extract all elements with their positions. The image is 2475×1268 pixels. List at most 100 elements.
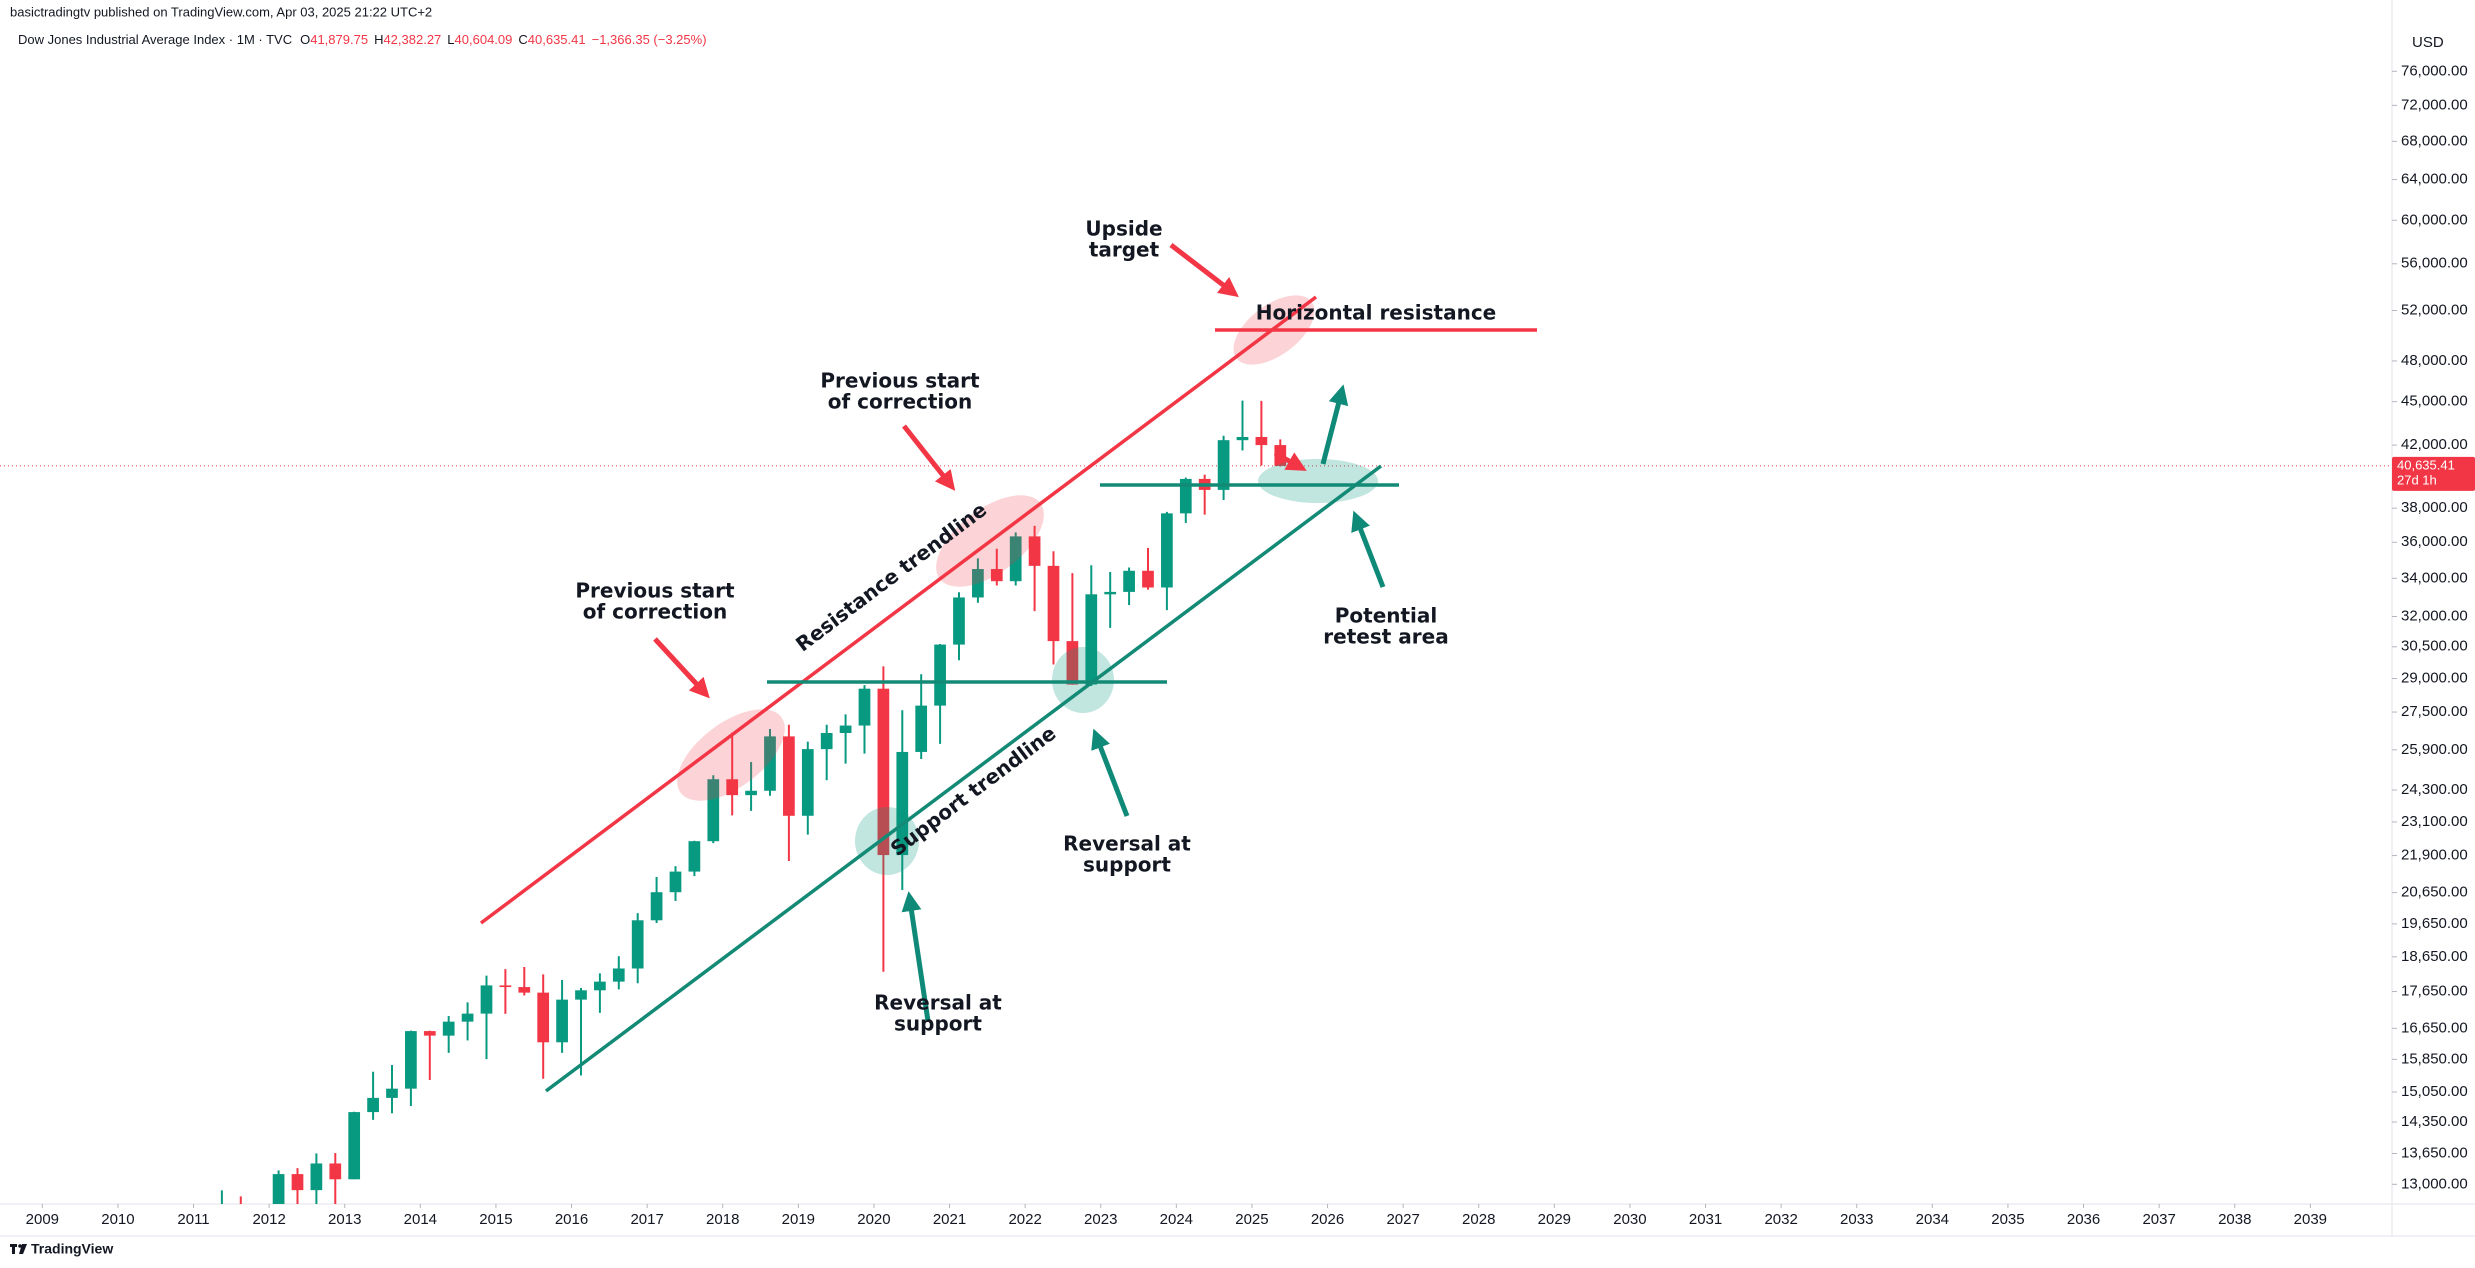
annotation-text: Reversal at: [874, 991, 1002, 1015]
y-tick-label: 42,000.00: [2401, 436, 2468, 453]
candle-body: [934, 644, 946, 706]
y-tick-label: 15,850.00: [2401, 1050, 2468, 1067]
drawings: [479, 243, 1537, 1093]
support-trendline: [544, 464, 1383, 1093]
currency-label: USD: [2412, 34, 2444, 51]
legend-value: 40,635.41: [528, 32, 586, 47]
y-tick-label: 64,000.00: [2401, 171, 2468, 188]
candle-body: [272, 1174, 285, 1204]
logo-icon: [18, 1244, 22, 1248]
x-tick-label: 2026: [1311, 1211, 1344, 1228]
candle-body: [972, 569, 984, 598]
price-badge-label: 40,635.41: [2397, 457, 2455, 472]
x-tick-label: 2017: [630, 1211, 663, 1228]
x-tick-label: 2020: [857, 1211, 890, 1228]
candle-body: [1009, 536, 1022, 582]
candle-body: [783, 736, 795, 816]
candle-body: [1255, 436, 1268, 446]
price-badge-countdown: 27d 1h: [2397, 472, 2437, 487]
annotation-text: support: [1083, 853, 1171, 877]
candle-body: [1104, 591, 1117, 595]
candle-body: [499, 985, 512, 988]
x-tick-label: 2034: [1916, 1211, 1949, 1228]
y-tick-label: 13,000.00: [2401, 1175, 2468, 1192]
logo-text: TradingView: [31, 1241, 113, 1257]
candle-body: [1085, 594, 1098, 685]
legend-value: 42,382.27: [383, 32, 441, 47]
x-tick-label: 2013: [328, 1211, 361, 1228]
plot-area: [0, 400, 2392, 1204]
annotation-text: Horizontal resistance: [1256, 301, 1497, 325]
candle-body: [1028, 536, 1041, 566]
y-tick-label: 18,650.00: [2401, 948, 2468, 965]
highlight-ellipse: [1052, 647, 1114, 713]
y-tick-label: 68,000.00: [2401, 132, 2468, 149]
y-tick-label: 16,650.00: [2401, 1019, 2468, 1036]
x-tick-label: 2022: [1008, 1211, 1041, 1228]
annotation-text: of correction: [583, 600, 728, 624]
symbol-title: Dow Jones Industrial Average Index · 1M …: [18, 32, 292, 47]
y-tick-label: 15,050.00: [2401, 1083, 2468, 1100]
candle-body: [423, 1031, 436, 1036]
x-tick-label: 2030: [1613, 1211, 1646, 1228]
legend-key: H: [374, 32, 383, 47]
legend-change: −1,366.35 (−3.25%): [592, 32, 707, 47]
x-tick-label: 2018: [706, 1211, 739, 1228]
y-tick-label: 20,650.00: [2401, 884, 2468, 901]
y-tick-label: 56,000.00: [2401, 255, 2468, 272]
candle-body: [688, 841, 701, 872]
y-tick-label: 38,000.00: [2401, 499, 2468, 516]
x-tick-label: 2015: [479, 1211, 512, 1228]
legend-key: C: [518, 32, 527, 47]
candle-body: [877, 688, 890, 856]
x-tick-label: 2029: [1538, 1211, 1571, 1228]
candle-body: [612, 968, 625, 982]
candle-body: [556, 999, 568, 1043]
y-tick-label: 19,650.00: [2401, 915, 2468, 932]
y-tick-label: 60,000.00: [2401, 211, 2468, 228]
x-tick-label: 2038: [2218, 1211, 2251, 1228]
x-tick-label: 2009: [26, 1211, 59, 1228]
candle-body: [1047, 565, 1060, 642]
price-badge: [2392, 456, 2475, 491]
arrow: [653, 637, 710, 699]
candle-body: [1236, 436, 1249, 441]
x-tick-label: 2010: [101, 1211, 134, 1228]
candle-body: [594, 981, 606, 991]
candle-body: [442, 1021, 455, 1036]
candle-body: [650, 892, 663, 921]
y-tick-label: 13,650.00: [2401, 1145, 2468, 1162]
annotation-text: of correction: [828, 390, 973, 414]
candle-body: [707, 779, 720, 842]
annotation-text: Previous start: [575, 579, 735, 603]
x-tick-label: 2035: [1991, 1211, 2024, 1228]
y-tick-label: 24,300.00: [2401, 781, 2468, 798]
logo: TradingView: [10, 1241, 113, 1257]
candle-body: [480, 985, 493, 1014]
arrow: [1273, 450, 1307, 471]
x-tick-label: 2014: [404, 1211, 437, 1228]
y-tick-label: 23,100.00: [2401, 813, 2468, 830]
arrow: [902, 424, 956, 491]
y-tick-label: 27,500.00: [2401, 703, 2468, 720]
x-tick-label: 2019: [782, 1211, 815, 1228]
arrow: [901, 891, 931, 1022]
y-tick-label: 30,500.00: [2401, 638, 2468, 655]
x-tick-label: 2028: [1462, 1211, 1495, 1228]
y-tick-label: 34,000.00: [2401, 569, 2468, 586]
x-tick-label: 2033: [1840, 1211, 1873, 1228]
candle-body: [1142, 570, 1154, 588]
candle-body: [801, 749, 814, 816]
y-tick-label: 72,000.00: [2401, 96, 2468, 113]
legend-key: L: [447, 32, 454, 47]
x-tick-label: 2024: [1160, 1211, 1193, 1228]
candle-body: [915, 705, 928, 752]
candle-body: [461, 1013, 474, 1022]
highlight-ellipse: [677, 709, 785, 801]
annotation-text: Reversal at: [1063, 832, 1191, 856]
candle-body: [764, 736, 776, 791]
publisher-line: basictradingtv published on TradingView.…: [10, 4, 432, 19]
